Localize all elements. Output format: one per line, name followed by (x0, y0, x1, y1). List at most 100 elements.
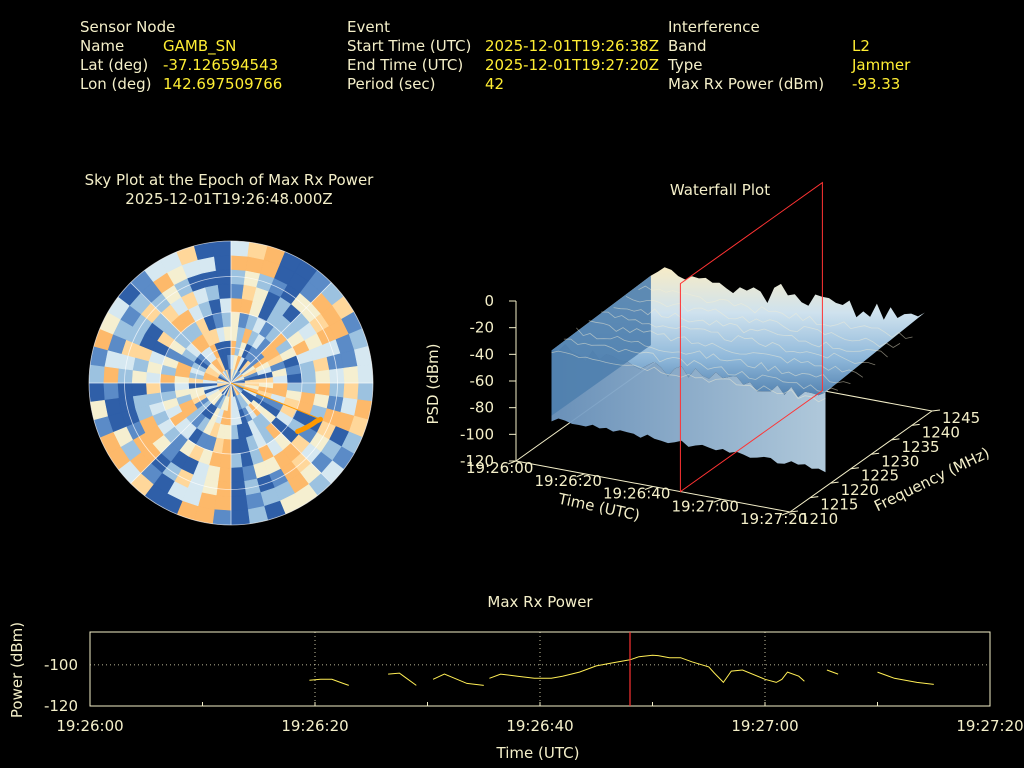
wf-freq-tick-label: 1240 (922, 423, 960, 441)
max-rx-line-segment (309, 678, 349, 686)
wf-freq-tick (931, 409, 941, 412)
wf-z-tick-label: -80 (470, 399, 495, 417)
event-period-label: Period (sec) (347, 75, 436, 93)
wf-ridge (601, 311, 876, 366)
wf-ridge (625, 295, 901, 348)
sky-plot-grid (88, 240, 374, 526)
sky-track-ray (230, 382, 321, 420)
waterfall-surface (551, 267, 925, 473)
wf-z-tick-label: 0 (484, 292, 494, 310)
max-rx-x-tick-label: 19:27:20 (956, 717, 1023, 735)
sky-plot-track (230, 382, 323, 434)
sensor-name-value: GAMB_SN (163, 37, 237, 55)
sensor-rows: Name GAMB_SN Lat (deg) -37.126594543 Lon (… (80, 37, 282, 94)
wf-freq-tick-label: 1210 (800, 510, 838, 528)
wf-time-tick-label: 19:26:40 (603, 485, 670, 503)
sky-cell (89, 382, 105, 402)
wf-surface-front (551, 344, 826, 473)
wf-ridge (638, 285, 913, 339)
interference-band-value: L2 (852, 37, 870, 55)
max-rx-y-tick-label: -120 (44, 697, 78, 715)
max-rx-line-segment (877, 671, 934, 685)
max-rx-labels: 19:26:00 19:26:20 19:26:40 19:27:00 19:27:20… (8, 622, 1024, 762)
wf-freq-tick (891, 438, 900, 441)
wf-time-tick (644, 486, 654, 490)
sky-spoke (130, 282, 232, 384)
wf-z-tick-label: -40 (470, 345, 495, 363)
wf-z-tick-label: -20 (470, 319, 495, 337)
wf-ridge (613, 307, 888, 358)
sensor-lon-label: Lon (deg) (80, 75, 152, 93)
max-rx-title: Max Rx Power (487, 593, 593, 611)
max-rx-y-label: Power (dBm) (8, 622, 26, 718)
wf-z-tick-label: -100 (460, 425, 494, 443)
event-end-label: End Time (UTC) (347, 56, 464, 74)
event-heading: Event (347, 18, 390, 36)
wf-freq-tick-label: 1235 (901, 438, 939, 456)
wf-ridge (563, 338, 839, 393)
wf-freq-tick-label: 1215 (820, 496, 858, 514)
max-rx-x-label: Time (UTC) (496, 744, 580, 762)
max-rx-series (309, 632, 934, 706)
waterfall-title: Waterfall Plot (669, 181, 771, 199)
wf-time-tick (781, 511, 791, 516)
wf-z-label: PSD (dBm) (424, 343, 442, 424)
wf-freq-axis (789, 410, 933, 513)
interference-power-value: -93.33 (852, 75, 901, 93)
wf-freq-tick (871, 452, 880, 455)
wf-time-tick-label: 19:27:00 (672, 497, 739, 515)
wf-time-tick (507, 460, 517, 465)
event-start-label: Start Time (UTC) (347, 37, 472, 55)
wf-freq-tick (911, 423, 920, 426)
wf-freq-tick-label: 1245 (942, 409, 980, 427)
wf-freq-tick (830, 481, 839, 484)
max-rx-line-segment (388, 672, 417, 686)
sky-track (295, 416, 323, 434)
wf-freq-tick-label: 1220 (841, 481, 879, 499)
wf-ridge (588, 320, 864, 378)
sky-spoke (230, 382, 332, 484)
wf-freq-tick (810, 496, 819, 499)
max-rx-frame (89, 631, 991, 707)
sensor-lon-value: 142.697509766 (163, 75, 283, 93)
sky-plot-title: Sky Plot at the Epoch of Max Rx Power (84, 171, 374, 189)
max-rx-x-tick-label: 19:27:00 (731, 717, 798, 735)
interference-band-label: Band (668, 37, 707, 55)
event-start-value: 2025-12-01T19:26:38Z (485, 37, 659, 55)
wf-time-tick-label: 19:26:20 (535, 472, 602, 490)
max-rx-line-segment (489, 654, 805, 684)
event-period-value: 42 (485, 75, 505, 93)
max-rx-x-tick-label: 19:26:20 (281, 717, 348, 735)
max-rx-y-tick-label: -100 (44, 656, 78, 674)
sky-plot-epoch: 2025-12-01T19:26:48.000Z (125, 190, 333, 208)
wf-ridge (551, 350, 826, 403)
waterfall-epoch-marker (679, 181, 823, 493)
event-block: Event Start Time (UTC) 2025-12-01T19:26:3… (347, 18, 659, 94)
sky-cell (230, 509, 250, 525)
wf-time-tick-label: 19:27:20 (740, 510, 807, 528)
wf-time-tick (713, 498, 722, 503)
max-rx-x-tick-label: 19:26:40 (506, 717, 573, 735)
interference-power-label: Max Rx Power (dBm) (668, 75, 825, 93)
sensor-name-label: Name (80, 37, 125, 55)
sensor-lat-value: -37.126594543 (163, 56, 279, 74)
interference-heading: Interference (668, 18, 760, 36)
wf-ridge (576, 327, 851, 384)
interference-block: Interference Band L2 Type Jammer Max Rx Po… (668, 18, 910, 94)
interference-type-label: Type (668, 56, 703, 74)
max-rx-x-tick-label: 19:26:00 (56, 717, 123, 735)
wf-z-tick-label: -60 (470, 372, 495, 390)
wf-time-tick-label: 19:26:00 (466, 459, 533, 477)
wf-time-tick (576, 473, 585, 478)
max-rx-line-segment (826, 669, 839, 675)
sensor-node-block: Sensor Node Name GAMB_SN Lat (deg) -37.126… (80, 18, 282, 94)
sky-spoke (130, 382, 232, 484)
wf-surface-left (551, 275, 651, 416)
wf-epoch-plane (679, 181, 823, 493)
wf-freq-tick (789, 510, 799, 513)
wf-freq-tick (850, 467, 859, 470)
event-end-value: 2025-12-01T19:27:20Z (485, 56, 659, 74)
